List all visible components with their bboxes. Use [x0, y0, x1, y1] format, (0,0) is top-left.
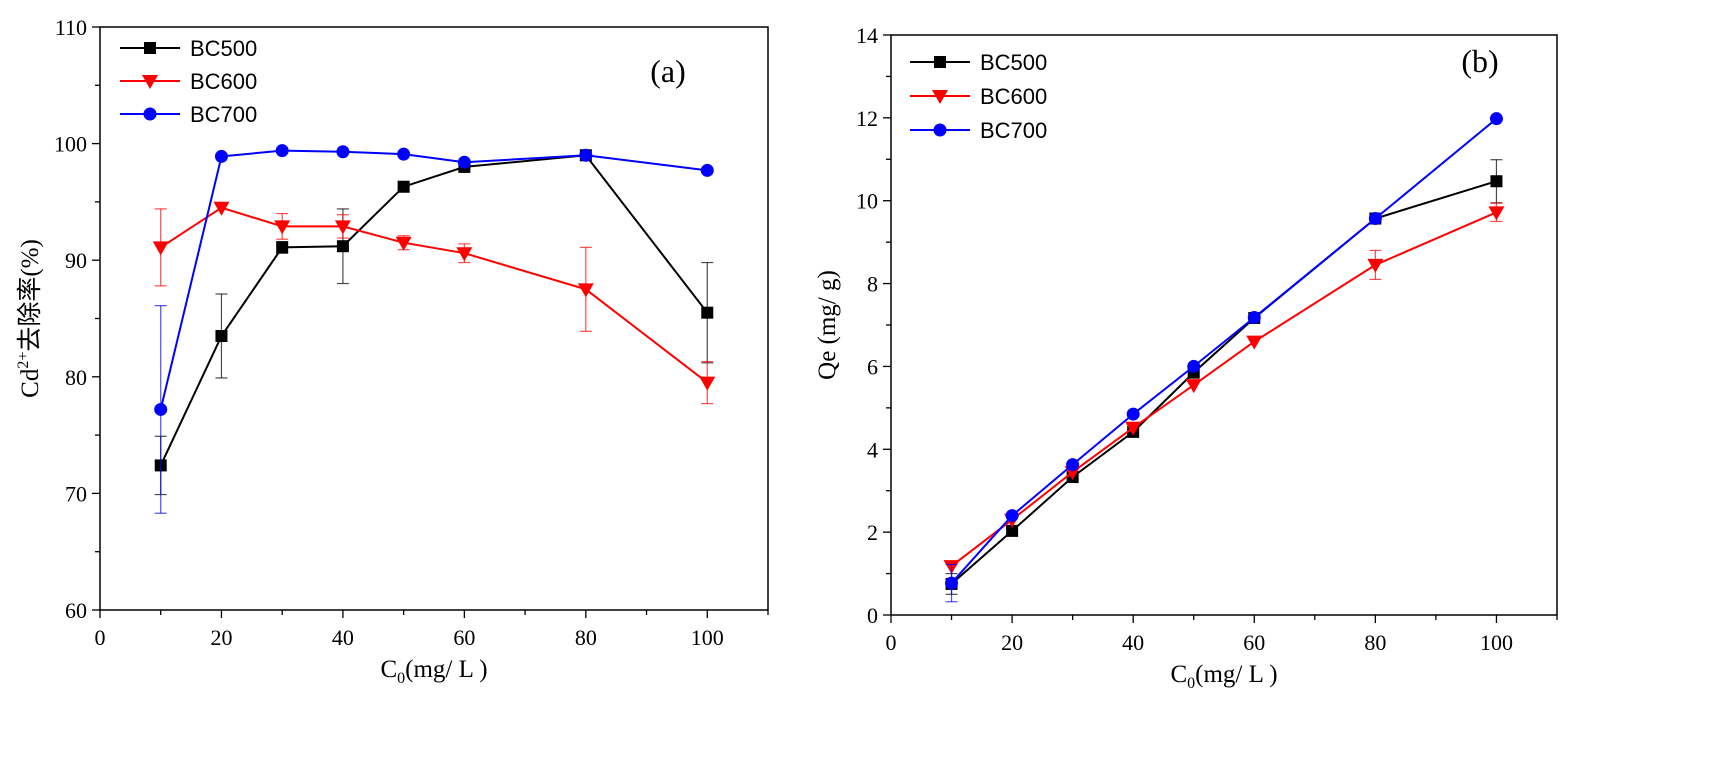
panel-b-x-tick-label: 100	[1480, 630, 1513, 655]
panel-a-removal-rate-chart: 0 20 40 60 80 100 60 70 80 90 100 110 C0(mg/ L ) Cd2+…	[15, 15, 769, 687]
panel-a-bc600-point	[699, 376, 716, 391]
panel-a-x-tick-label: 0	[95, 625, 106, 650]
panel-b-series-bc600	[943, 202, 1505, 575]
panel-a-bc600-point	[213, 201, 230, 216]
panel-b-bc600-point	[1246, 335, 1263, 350]
panel-a-x-tick-label: 60	[453, 625, 475, 650]
panel-b-bc700-point	[945, 576, 959, 590]
panel-b-bc700-line	[950, 117, 1498, 584]
panel-a-bc600-point	[274, 220, 291, 235]
panel-a-x-tick-label: 40	[332, 625, 354, 650]
panel-a-y-tick-label: 90	[65, 248, 87, 273]
panel-a-bc600-point	[577, 283, 594, 298]
panel-a-bc600-line	[160, 206, 708, 384]
panel-b-legend-bc600-label: BC600	[980, 84, 1047, 109]
panel-a-series-bc600	[152, 201, 716, 405]
panel-b-x-tick-label: 0	[886, 630, 897, 655]
panel-b-panel-label: (b)	[1461, 43, 1498, 79]
panel-a-bc600-point	[334, 220, 351, 235]
panel-b-bc700-point	[1066, 458, 1080, 472]
panel-a-y-tick-label: 60	[65, 598, 87, 623]
panel-b-x-tick-label: 40	[1122, 630, 1144, 655]
panel-b-series-bc500	[945, 159, 1503, 595]
panel-a-bc700-point	[457, 155, 471, 169]
panel-a-bc600-point	[395, 236, 412, 251]
panel-a-legend-bc700-marker	[143, 107, 157, 121]
panel-b-y-axis-label: Qe (mg/ g)	[814, 270, 841, 380]
panel-b-bc500-line	[950, 180, 1497, 585]
panel-a-y-tick-label: 100	[54, 132, 87, 157]
panel-b-bc600-point	[1185, 379, 1202, 394]
panel-b-bc500-point	[1490, 175, 1503, 188]
panel-b-legend: BC500 BC600 BC700	[910, 50, 1047, 143]
panel-a-legend-bc600-marker	[142, 75, 158, 89]
panel-a-bc700-line	[159, 149, 708, 410]
panel-b-bc500-point	[1006, 524, 1019, 537]
panel-b-legend-bc700-marker	[933, 123, 947, 137]
panel-b-y-tick-label: 12	[856, 106, 878, 131]
panel-a-bc500-point	[397, 180, 410, 193]
panel-b-bc700-point	[1187, 359, 1201, 373]
panel-a-bc700-point	[275, 144, 289, 158]
panel-b-bc700-point	[1489, 112, 1503, 126]
panel-b-bc600-point	[1125, 421, 1142, 436]
panel-b-y-tick-label: 2	[867, 520, 878, 545]
panel-a-legend-bc500-marker	[144, 42, 156, 54]
panel-b-x-tick-label: 80	[1364, 630, 1386, 655]
panel-a-bc700-point	[397, 147, 411, 161]
panel-a-bc700-point	[579, 148, 593, 162]
panel-b-legend-bc600-marker	[932, 90, 948, 104]
panel-a-y-tick-label: 110	[55, 15, 87, 40]
panel-a-y-tick-label: 80	[65, 365, 87, 390]
panel-b-y-tick-label: 10	[856, 189, 878, 214]
panel-a-x-tick-label: 100	[691, 625, 724, 650]
panel-b-y-tick-label: 14	[856, 23, 878, 48]
panel-a-x-tick-label: 80	[575, 625, 597, 650]
panel-a-bc500-point	[215, 329, 228, 342]
panel-b-adsorption-capacity-chart: 0 20 40 60 80 100 0 2 4 6 8 10 12 14 C0(mg/ L ) Qe (mg/…	[814, 23, 1558, 692]
panel-b-bc600-line	[950, 211, 1497, 567]
panel-b-x-axis-label: C0(mg/ L )	[1170, 661, 1277, 692]
panel-a-y-axis-label: Cd2+去除率(%)	[15, 239, 44, 398]
panel-a-x-tick-label: 20	[210, 625, 232, 650]
panel-b-y-tick-label: 8	[867, 272, 878, 297]
panel-b-x-tick-label: 20	[1001, 630, 1023, 655]
panel-b-legend-bc500-label: BC500	[980, 50, 1047, 75]
panel-a-bc600-point	[456, 247, 473, 262]
panel-a-bc700-point	[700, 163, 714, 177]
panel-a-bc500-line	[159, 154, 709, 466]
panel-a-bc700-point	[154, 402, 168, 416]
panel-a-legend-bc700-label: BC700	[190, 102, 257, 127]
panel-b-bc600-point	[1488, 206, 1505, 221]
panel-b-y-tick-label: 4	[867, 437, 878, 462]
panel-b-legend-bc500-marker	[934, 56, 946, 68]
panel-b-x-tick-label: 60	[1243, 630, 1265, 655]
panel-b-bc700-point	[1247, 311, 1261, 325]
panel-a-bc500-point	[276, 241, 289, 254]
panel-a-bc500-point	[336, 240, 349, 253]
panel-a-legend: BC500 BC600 BC700	[120, 36, 257, 127]
panel-a-y-tick-label: 70	[65, 481, 87, 506]
panel-a-series-bc700	[154, 144, 714, 514]
panel-a-bc600-point	[152, 241, 169, 256]
panel-b-legend-bc700-label: BC700	[980, 118, 1047, 143]
panel-b-bc700-point	[1368, 212, 1382, 226]
panel-a-panel-label: (a)	[650, 53, 686, 89]
panel-a-x-axis-label: C0(mg/ L )	[380, 656, 487, 687]
panel-b-series-bc700	[945, 112, 1503, 603]
panel-b-y-tick-label: 0	[867, 603, 878, 628]
panel-a-legend-bc500-label: BC500	[190, 36, 257, 61]
panel-a-bc700-point	[214, 149, 228, 163]
panel-a-legend-bc600-label: BC600	[190, 69, 257, 94]
panel-b-bc700-point	[1005, 509, 1019, 523]
panel-a-bc700-point	[336, 145, 350, 159]
panel-b-y-tick-label: 6	[867, 354, 878, 379]
panel-a-bc500-point	[701, 306, 714, 319]
panel-b-bc600-point	[1367, 258, 1384, 273]
panel-b-bc700-point	[1126, 407, 1140, 421]
